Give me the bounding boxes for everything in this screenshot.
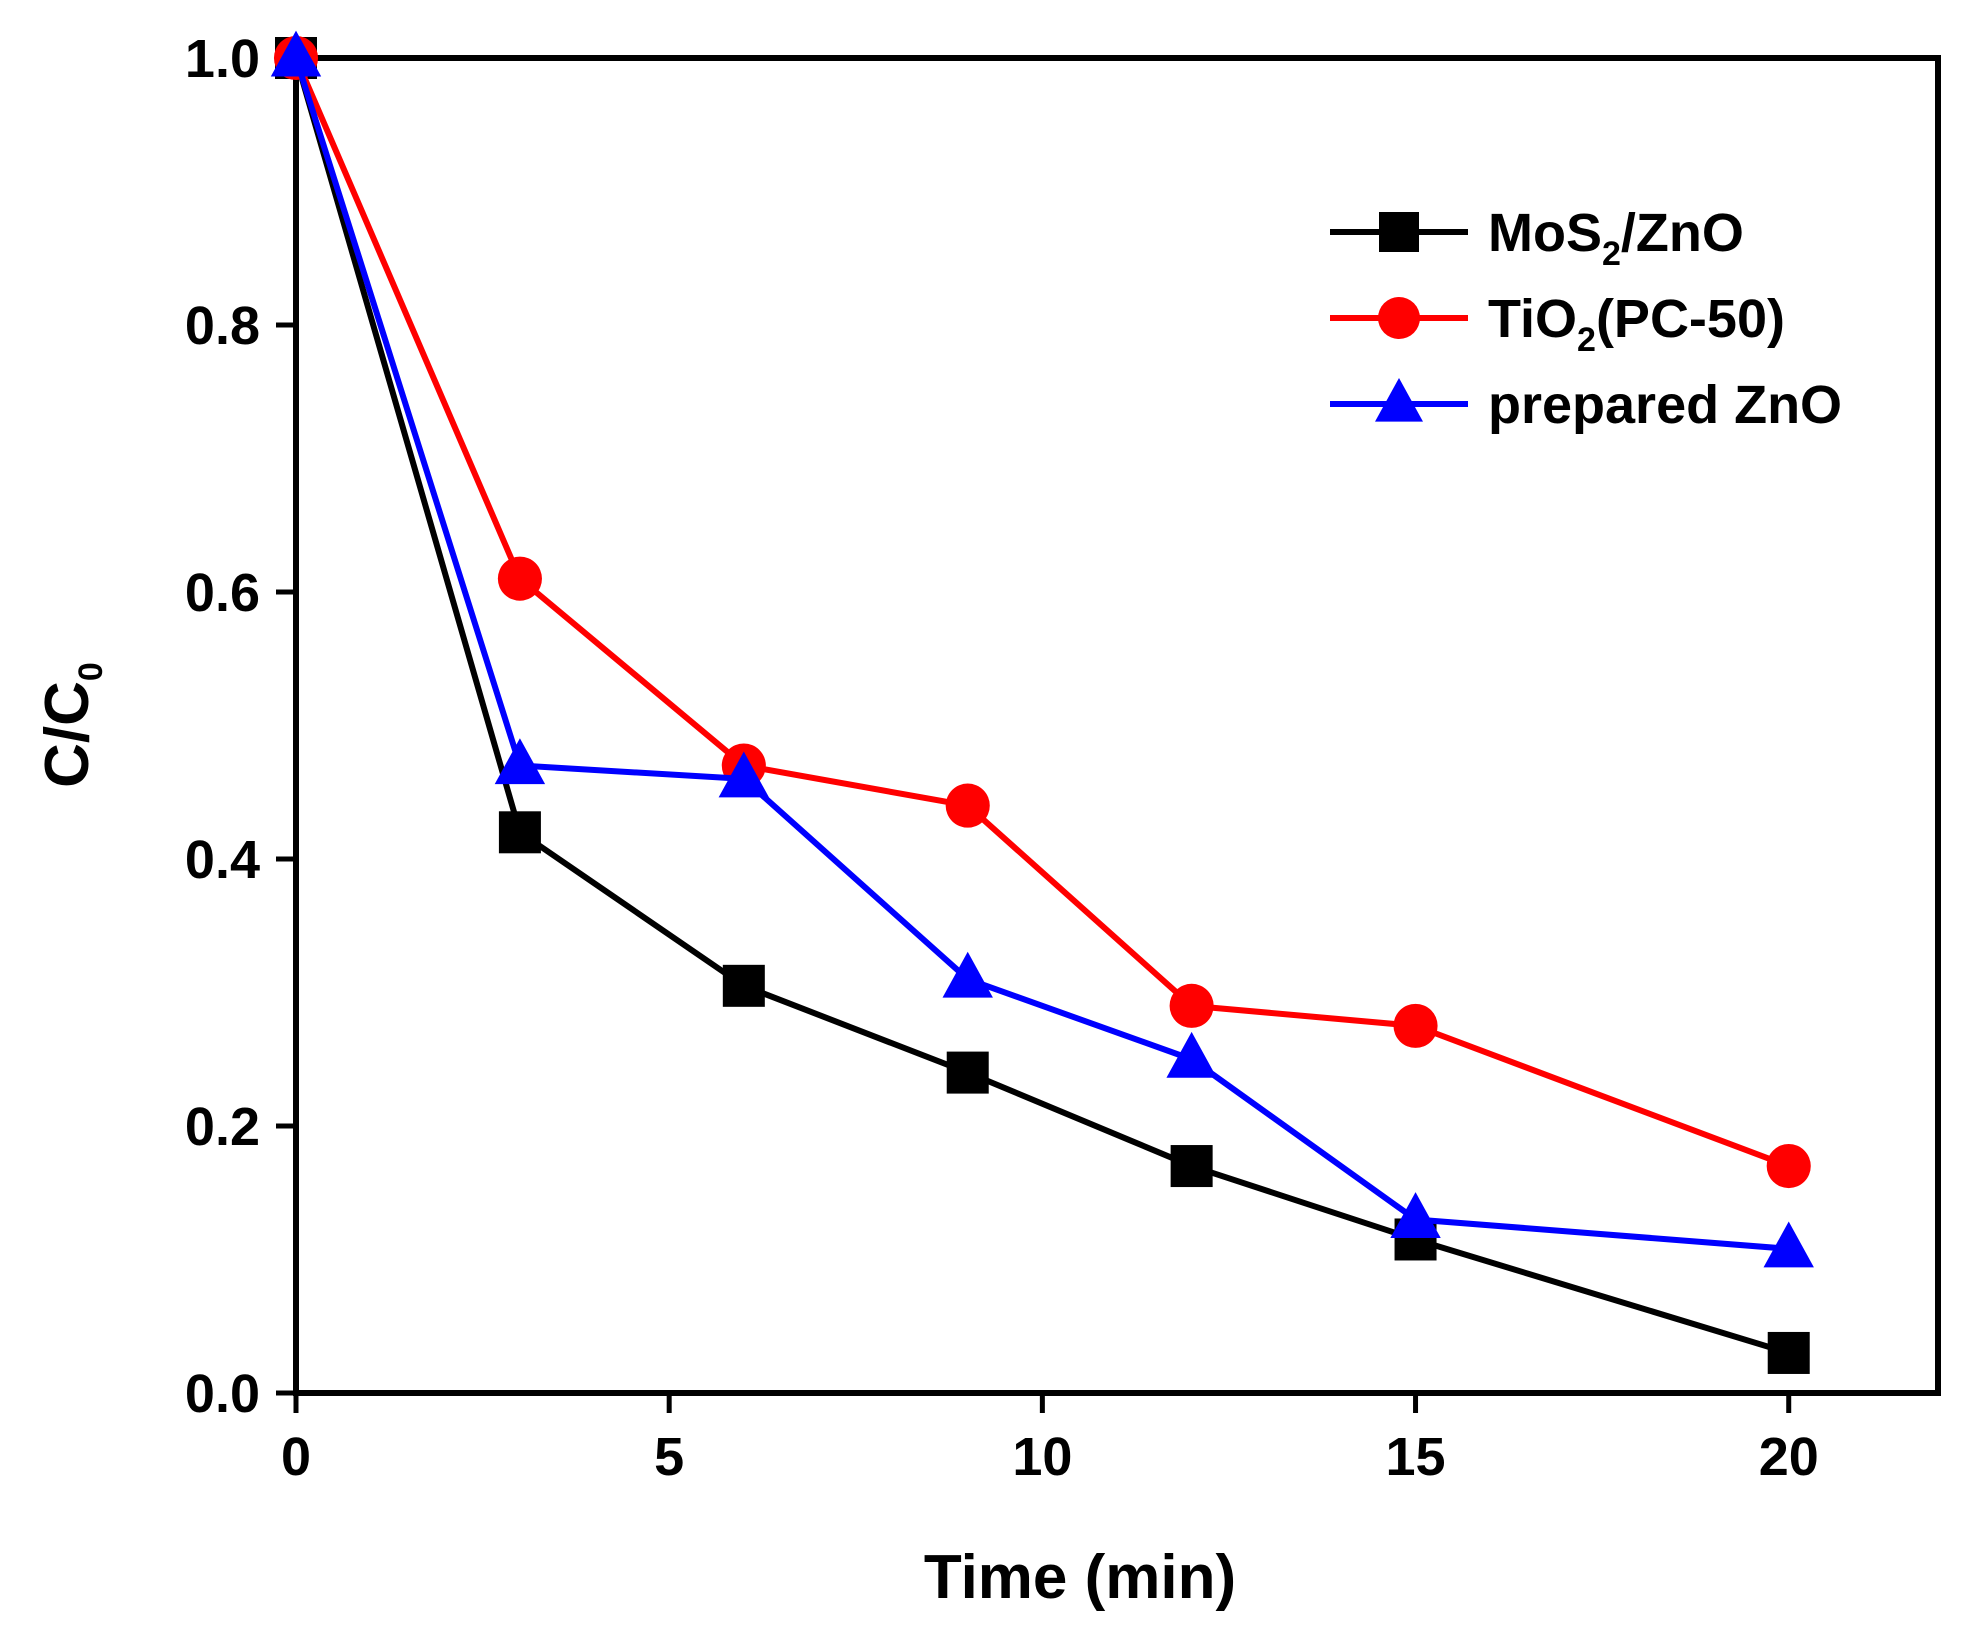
- svg-text:C/C0: C/C0: [33, 662, 110, 788]
- legend-label-circle: TiO2(PC-50): [1488, 289, 1785, 359]
- legend-label-triangle: prepared ZnO: [1488, 375, 1842, 435]
- series-point-triangle: [718, 751, 770, 798]
- x-tick-label: 20: [1759, 1427, 1819, 1487]
- y-tick-label: 0.2: [185, 1097, 260, 1157]
- series-point-square: [1767, 1331, 1810, 1374]
- y-tick-label: 0.0: [185, 1364, 260, 1424]
- series-point-square: [1170, 1145, 1213, 1188]
- series-point-circle: [497, 556, 542, 601]
- legend: MoS2/ZnO TiO2(PC-50) prepared ZnO: [1330, 203, 1842, 435]
- series-point-triangle: [270, 30, 322, 77]
- y-tick-label: 0.8: [185, 296, 260, 356]
- x-tick-label: 5: [654, 1427, 684, 1487]
- y-axis-title-main: C/C: [33, 681, 102, 788]
- plot-frame: [293, 55, 1941, 1396]
- y-tick-label: 1.0: [185, 29, 260, 89]
- legend-marker-square: [1379, 212, 1419, 252]
- series-point-circle: [945, 783, 990, 828]
- series-point-triangle: [942, 951, 993, 998]
- legend-label-square: MoS2/ZnO: [1488, 203, 1744, 273]
- x-tick-label: 10: [1012, 1427, 1072, 1487]
- x-axis-title: Time (min): [924, 1543, 1236, 1612]
- x-axis: 0 5 10 15 20: [281, 1393, 1819, 1487]
- series-layer: [270, 30, 1814, 1374]
- x-tick-label: 15: [1386, 1427, 1446, 1487]
- y-tick-label: 0.6: [185, 563, 260, 623]
- series-point-triangle: [1390, 1192, 1441, 1238]
- y-axis-title-sub: 0: [72, 662, 110, 681]
- series-point-square: [498, 811, 541, 854]
- y-axis: 0.0 0.2 0.4 0.6 0.8 1.0: [185, 29, 296, 1424]
- series-point-circle: [1766, 1144, 1811, 1189]
- y-axis-title: C/C0: [33, 662, 110, 788]
- series-point-circle: [1393, 1003, 1438, 1048]
- y-tick-label: 0.4: [185, 830, 260, 890]
- series-point-triangle: [1763, 1221, 1814, 1268]
- series-point-square: [946, 1051, 989, 1094]
- series-point-triangle: [1166, 1031, 1217, 1078]
- x-tick-label: 0: [281, 1427, 311, 1487]
- series-point-circle: [1169, 983, 1214, 1028]
- legend-marker-circle: [1378, 297, 1420, 339]
- series-point-triangle: [494, 738, 546, 785]
- legend-marker-triangle: [1375, 377, 1423, 422]
- series-point-square: [722, 964, 765, 1007]
